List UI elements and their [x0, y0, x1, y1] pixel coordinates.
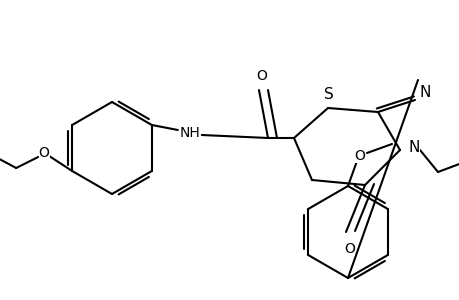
Text: O: O: [256, 69, 267, 83]
Text: NH: NH: [179, 126, 200, 140]
Text: N: N: [408, 140, 419, 154]
Text: O: O: [344, 242, 355, 256]
Text: O: O: [354, 149, 364, 163]
Text: S: S: [324, 86, 333, 101]
Text: N: N: [419, 85, 430, 100]
Text: O: O: [39, 146, 50, 160]
